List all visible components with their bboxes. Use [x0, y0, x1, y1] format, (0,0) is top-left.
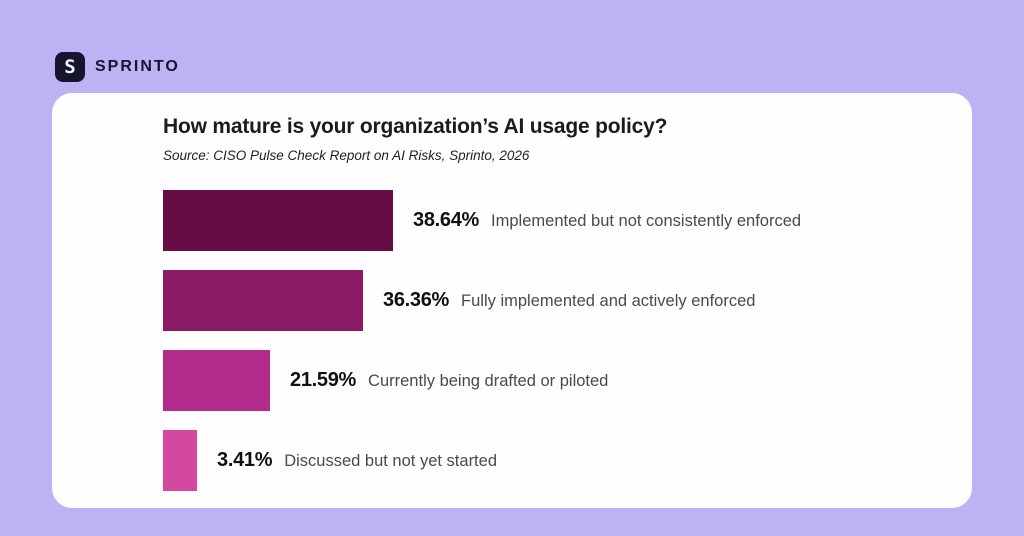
bar-percentage: 21.59% [290, 369, 357, 391]
chart-card: How mature is your organization’s AI usa… [52, 93, 972, 508]
bar-description: Currently being drafted or piloted [368, 372, 609, 390]
bar-being-drafted [163, 350, 270, 411]
bar-implemented-not-enforced [163, 190, 393, 251]
bar-description: Fully implemented and actively enforced [461, 292, 756, 310]
bar-percentage: 36.36% [383, 289, 450, 311]
bar-row: 3.41% Discussed but not yet started [163, 430, 952, 491]
bar-label: 36.36% Fully implemented and actively en… [383, 289, 755, 312]
bar-percentage: 3.41% [217, 449, 273, 471]
bar-fully-implemented [163, 270, 363, 331]
bar-row: 21.59% Currently being drafted or pilote… [163, 350, 952, 411]
sprinto-logo-text: SPRINTO [95, 58, 180, 75]
bar-description: Implemented but not consistently enforce… [491, 212, 802, 230]
sprinto-logo-icon: S [55, 52, 85, 82]
bar-label: 21.59% Currently being drafted or pilote… [290, 369, 608, 392]
sprinto-logo-letter: S [64, 56, 76, 78]
sprinto-logo: S SPRINTO [55, 52, 180, 82]
bar-percentage: 38.64% [413, 209, 480, 231]
chart-title: How mature is your organization’s AI usa… [163, 115, 668, 138]
bar-discussed-not-started [163, 430, 197, 491]
bar-description: Discussed but not yet started [284, 452, 497, 470]
bar-row: 38.64% Implemented but not consistently … [163, 190, 952, 251]
bar-label: 38.64% Implemented but not consistently … [413, 209, 801, 232]
bar-label: 3.41% Discussed but not yet started [217, 449, 497, 472]
bar-row: 36.36% Fully implemented and actively en… [163, 270, 952, 331]
chart-source: Source: CISO Pulse Check Report on AI Ri… [163, 148, 530, 163]
bar-chart: 38.64% Implemented but not consistently … [163, 190, 952, 491]
